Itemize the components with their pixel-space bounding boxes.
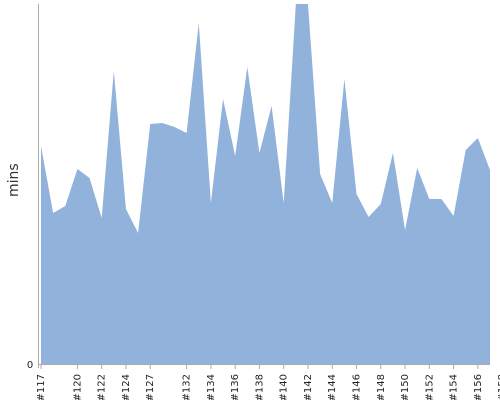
x-tick-label: #154 bbox=[449, 374, 460, 400]
x-tick-label: #122 bbox=[97, 374, 108, 400]
area-series bbox=[41, 4, 490, 364]
x-tick-label: #124 bbox=[121, 374, 132, 400]
x-tick-label: #148 bbox=[376, 374, 387, 400]
x-tick-label: #117 bbox=[36, 374, 47, 400]
x-tick-label: #138 bbox=[254, 374, 265, 400]
y-axis-label: mins bbox=[6, 163, 22, 197]
x-tick-label: #120 bbox=[72, 374, 83, 400]
x-tick-label: #144 bbox=[327, 374, 338, 400]
x-tick-label: #134 bbox=[206, 374, 217, 400]
x-tick-label: #132 bbox=[182, 374, 193, 400]
x-tick-label: #156 bbox=[473, 374, 484, 400]
y-tick-label: 0 bbox=[27, 360, 33, 371]
x-tick-label: #140 bbox=[279, 374, 290, 400]
x-tick-label: #158 bbox=[497, 374, 500, 400]
x-tick-label: #127 bbox=[145, 374, 156, 400]
x-tick-label: #136 bbox=[230, 374, 241, 400]
x-tick-label: #142 bbox=[303, 374, 314, 400]
x-tick-label: #150 bbox=[400, 374, 411, 400]
x-tick-label: #146 bbox=[352, 374, 363, 400]
x-tick-label: #152 bbox=[424, 374, 435, 400]
